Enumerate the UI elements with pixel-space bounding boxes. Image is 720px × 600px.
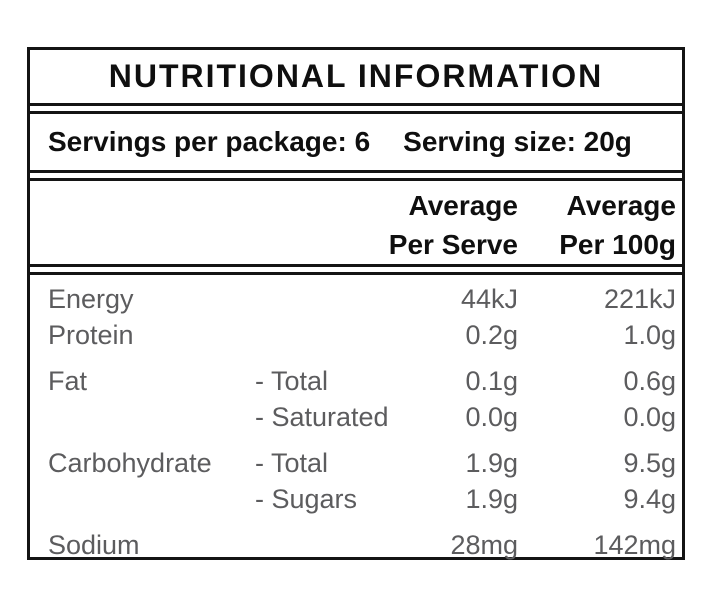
header-per-serve: Average Per Serve — [358, 186, 518, 264]
value-per-serve: 0.2g — [465, 320, 518, 350]
header-per-serve-line1: Average — [408, 189, 518, 221]
table-row-energy: Energy 44kJ 221kJ — [48, 281, 676, 317]
value-per-serve: 28mg — [450, 530, 518, 560]
servings-per-package: Servings per package: 6 — [48, 126, 371, 157]
page-title: NUTRITIONAL INFORMATION — [108, 58, 604, 94]
section-divider — [30, 103, 682, 114]
value-per-serve: 0.1g — [465, 366, 518, 396]
servings-section: Servings per package: 6 Serving size: 20… — [30, 114, 682, 170]
nutrition-label-box: NUTRITIONAL INFORMATION Servings per pac… — [27, 47, 685, 560]
table-row-carbohydrate-total: Carbohydrate - Total 1.9g 9.5g — [48, 445, 676, 481]
table-row-fat-saturated: - Saturated 0.0g 0.0g — [48, 399, 676, 435]
value-per-100g: 1.0g — [623, 320, 676, 350]
nutrient-name: Sodium — [48, 530, 140, 560]
nutrient-name: Protein — [48, 320, 134, 350]
nutrient-sub-label — [255, 281, 420, 317]
header-per-serve-line2: Per Serve — [388, 228, 518, 260]
value-per-serve: 0.0g — [465, 402, 518, 432]
nutrient-name — [48, 399, 255, 435]
nutrient-sub-label: - Total — [255, 366, 329, 396]
value-per-100g: 142mg — [593, 530, 676, 560]
header-spacer — [48, 186, 358, 264]
nutrient-sub-label: - Saturated — [255, 402, 389, 432]
nutrient-name: Energy — [48, 284, 134, 314]
nutrient-sub-label: - Sugars — [255, 484, 358, 514]
table-row-carbohydrate-sugars: - Sugars 1.9g 9.4g — [48, 481, 676, 517]
header-per-100g-line1: Average — [566, 189, 676, 221]
nutrient-sub-label — [255, 527, 420, 563]
value-per-100g: 0.6g — [623, 366, 676, 396]
value-per-100g: 0.0g — [623, 402, 676, 432]
table-row-protein: Protein 0.2g 1.0g — [48, 317, 676, 353]
value-per-100g: 9.5g — [623, 448, 676, 478]
nutrient-name: Carbohydrate — [48, 448, 212, 478]
nutrient-name: Fat — [48, 366, 88, 396]
column-header-section: Average Per Serve Average Per 100g — [30, 181, 682, 264]
title-section: NUTRITIONAL INFORMATION — [30, 50, 682, 103]
section-divider — [30, 264, 682, 275]
section-divider — [30, 170, 682, 181]
nutrient-sub-label: - Total — [255, 448, 329, 478]
header-per-100g: Average Per 100g — [518, 186, 676, 264]
value-per-100g: 9.4g — [623, 484, 676, 514]
value-per-serve: 1.9g — [465, 484, 518, 514]
header-per-100g-line2: Per 100g — [559, 228, 676, 260]
serving-size: Serving size: 20g — [403, 126, 632, 157]
table-row-fat-total: Fat - Total 0.1g 0.6g — [48, 363, 676, 399]
value-per-serve: 1.9g — [465, 448, 518, 478]
table-row-sodium: Sodium 28mg 142mg — [48, 527, 676, 563]
value-per-serve: 44kJ — [460, 284, 518, 314]
value-per-100g: 221kJ — [603, 284, 676, 314]
nutrient-table: Energy 44kJ 221kJ Protein 0.2g 1.0g Fat … — [30, 275, 682, 563]
nutrient-name — [48, 481, 255, 517]
nutrient-sub-label — [255, 317, 420, 353]
